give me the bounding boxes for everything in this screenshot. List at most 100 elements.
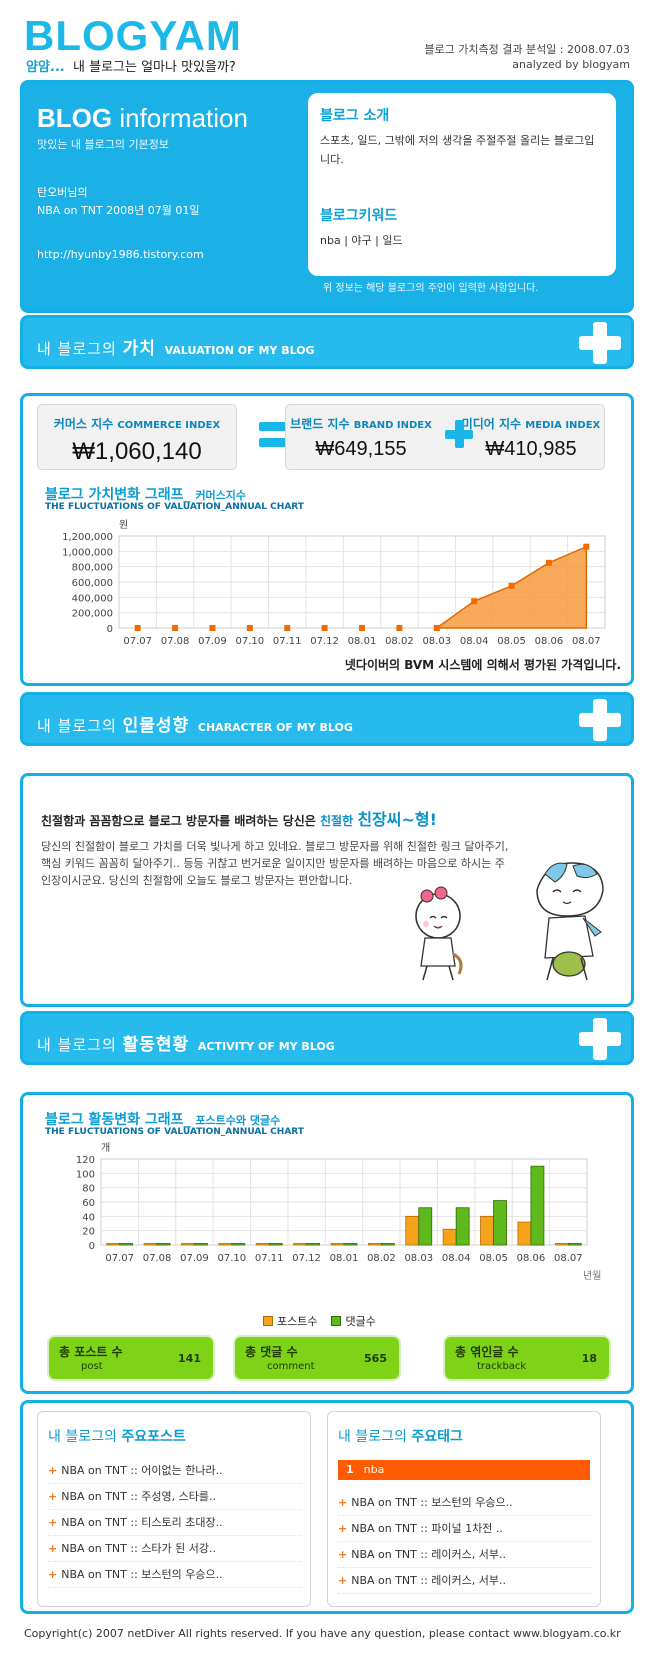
valuation-section-bar[interactable]: 내 블로그의 가치 VALUATION OF MY BLOG [20, 315, 634, 369]
activity-panel: 블로그 활동변화 그래프_ 포스트수와 댓글수 THE FLUCTUATIONS… [20, 1092, 634, 1394]
data-point [172, 625, 179, 631]
post-title[interactable]: NBA on TNT :: 레이커스, 서부.. [351, 1548, 506, 1561]
top-tag[interactable]: 1 nba [338, 1460, 590, 1480]
comments-bar [343, 1243, 358, 1246]
blog-intro-card: 블로그 소개 스포츠, 일드, 그밖에 저의 생각을 주절주절 올리는 블로그입… [308, 93, 616, 276]
copyright-footer: Copyright(c) 2007 netDiver All rights re… [24, 1627, 621, 1640]
data-point [583, 543, 590, 550]
posts-bar [405, 1215, 420, 1246]
data-point [396, 625, 403, 631]
stat-value: 18 [581, 1352, 597, 1365]
y-tick-label: 200,000 [72, 609, 113, 620]
bvm-footnote: 넷다이버의 BVM 시스템에 의해서 평가된 가격입니다. [344, 658, 621, 672]
tag-post-link[interactable]: + NBA on TNT :: 레이커스, 서부.. [338, 1568, 592, 1594]
bar-strong: 인물성향 [122, 716, 190, 736]
post-link[interactable]: + NBA on TNT :: 어이없는 한나라.. [48, 1458, 302, 1484]
media-index-title: 미디어 지수 MEDIA INDEX [456, 415, 606, 432]
blog-information-left: BLOG information 맛있는 내 블로그의 기본정보 탄오버님의 N… [37, 103, 277, 261]
posts-bar [106, 1243, 121, 1246]
analyzed-by: analyzed by blogyam [512, 58, 630, 71]
plus-icon[interactable] [579, 1018, 621, 1060]
x-tick-label: 08.07 [572, 636, 601, 647]
brand-label: 브랜드 지수 [290, 417, 350, 431]
brand-index: 브랜드 지수 BRAND INDEX ₩649,155 [286, 405, 436, 461]
data-point [209, 625, 216, 631]
post-title[interactable]: NBA on TNT :: 레이커스, 서부.. [351, 1574, 506, 1587]
comments-bar [156, 1243, 171, 1246]
title-bold: BLOG [37, 103, 113, 133]
post-title[interactable]: NBA on TNT :: 주성영, 스타를.. [61, 1490, 216, 1503]
post-link[interactable]: + NBA on TNT :: 보스턴의 우승으.. [48, 1562, 302, 1588]
character-description: 당신의 친절함이 블로그 가치를 더욱 빛나게 하고 있네요. 블로그 방문자를… [41, 840, 509, 887]
data-point [433, 625, 440, 631]
commerce-label: 커머스 지수 [53, 417, 114, 431]
total-posts-stat: 총 포스트 수 post 141 [47, 1335, 215, 1381]
x-tick-label: 07.10 [236, 636, 265, 647]
stat-sub: trackback [477, 1361, 527, 1372]
post-link[interactable]: + NBA on TNT :: 주성영, 스타를.. [48, 1484, 302, 1510]
stat-value: 565 [364, 1352, 387, 1365]
stat-label: 총 포스트 수 [59, 1345, 123, 1359]
stat-sub: comment [267, 1361, 315, 1372]
post-title[interactable]: NBA on TNT :: 보스턴의 우승으.. [61, 1568, 223, 1581]
comments-bar [194, 1243, 208, 1246]
posts-bar [255, 1243, 270, 1246]
tag-post-link[interactable]: + NBA on TNT :: 레이커스, 서부.. [338, 1542, 592, 1568]
post-title[interactable]: NBA on TNT :: 어이없는 한나라.. [61, 1464, 223, 1477]
comments-bar [380, 1243, 395, 1246]
main-tags-box: 내 블로그의 주요태그 1 nba + NBA on TNT :: 보스턴의 우승으… [327, 1411, 601, 1607]
media-en: MEDIA INDEX [525, 420, 601, 431]
commerce-en: COMMERCE INDEX [117, 420, 221, 431]
girl-mascot-illustration [415, 886, 463, 981]
analysis-date: 블로그 가치측정 결과 분석일 : 2008.07.03 [424, 43, 630, 56]
main-tags-heading: 내 블로그의 주요태그 [338, 1426, 463, 1446]
x-tick-label: 07.09 [180, 1253, 209, 1264]
bullet-icon: + [338, 1548, 348, 1561]
post-title[interactable]: NBA on TNT :: 티스토리 초대장.. [61, 1516, 223, 1529]
data-point [246, 625, 253, 631]
post-link[interactable]: + NBA on TNT :: 스타가 된 서강.. [48, 1536, 302, 1562]
comments-bar [119, 1243, 134, 1246]
x-tick-label: 08.01 [348, 636, 377, 647]
tag-post-link[interactable]: + NBA on TNT :: 보스턴의 우승으.. [338, 1490, 592, 1516]
posts-bar [218, 1243, 233, 1246]
activity-section-bar[interactable]: 내 블로그의 활동현황 ACTIVITY OF MY BLOG [20, 1011, 634, 1065]
post-link[interactable]: + NBA on TNT :: 티스토리 초대장.. [48, 1510, 302, 1536]
data-point [134, 625, 141, 631]
intro-text: 스포츠, 일드, 그밖에 저의 생각을 주절주절 올리는 블로그입니다. [320, 134, 595, 166]
character-section-bar[interactable]: 내 블로그의 인물성향 CHARACTER OF MY BLOG [20, 692, 634, 746]
valuation-chart-subtitle: THE FLUCTUATIONS OF VALUATION_ANNUAL CHA… [45, 502, 304, 512]
x-tick-label: 07.08 [143, 1253, 172, 1264]
data-point [508, 582, 515, 589]
x-tick-label: 08.04 [460, 636, 489, 647]
tag-post-link[interactable]: + NBA on TNT :: 파이널 1차전 .. [338, 1516, 592, 1542]
x-tick-label: 08.07 [554, 1253, 583, 1264]
chart-title-small: 포스트수와 댓글수 [195, 1114, 281, 1127]
post-title[interactable]: NBA on TNT :: 보스턴의 우승으.. [351, 1496, 513, 1509]
post-title[interactable]: NBA on TNT :: 스타가 된 서강.. [61, 1542, 216, 1555]
character-lead: 친절함과 꼼꼼함으로 블로그 방문자를 배려하는 당신은 친절한 친장씨~형! [41, 806, 437, 830]
post-title[interactable]: NBA on TNT :: 파이널 1차전 .. [351, 1522, 503, 1535]
character-kind: 친절한 [320, 814, 354, 828]
x-tick-label: 08.01 [330, 1253, 359, 1264]
boy-mascot-illustration [536, 862, 604, 981]
top-tag-name[interactable]: nba [363, 1463, 385, 1476]
data-point [545, 559, 552, 566]
y-unit-label: 원 [119, 519, 128, 531]
data-point [321, 625, 328, 631]
y-tick-label: 800,000 [72, 563, 113, 574]
x-tick-label: 07.12 [292, 1253, 321, 1264]
plus-icon[interactable] [579, 322, 621, 364]
y-tick-label: 80 [82, 1184, 95, 1195]
bullet-icon: + [48, 1542, 58, 1555]
media-index-value: ₩410,985 [485, 438, 577, 460]
tag-posts-list: + NBA on TNT :: 보스턴의 우승으.. + NBA on TNT ::… [338, 1490, 592, 1594]
blogyam-logo[interactable]: BLOGYAM [24, 12, 242, 59]
blog-url-link[interactable]: http://hyunby1986.tistory.com [37, 248, 204, 261]
commerce-index-value: ₩1,060,140 [72, 438, 202, 465]
intro-heading: 블로그 소개 [320, 108, 390, 124]
y-tick-label: 100 [76, 1169, 95, 1180]
plus-icon[interactable] [579, 699, 621, 741]
heading-strong: 주요태그 [411, 1429, 463, 1445]
bar-strong: 활동현황 [122, 1035, 190, 1055]
